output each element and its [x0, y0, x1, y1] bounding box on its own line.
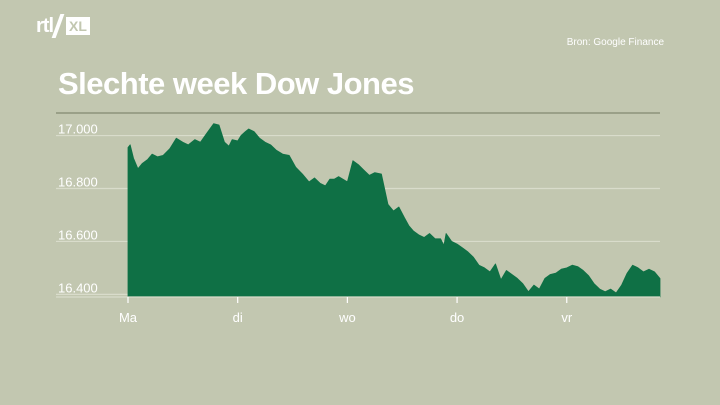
- dow-jones-area: [127, 123, 661, 298]
- x-tick-label: wo: [338, 310, 356, 325]
- chart-title: Slechte week Dow Jones: [58, 66, 414, 101]
- y-tick-label: 16.400: [58, 280, 98, 295]
- x-tick-label: di: [233, 310, 243, 325]
- source-label: Bron: Google Finance: [566, 37, 664, 48]
- x-tick-label: Ma: [119, 310, 138, 325]
- x-tick-label: vr: [561, 310, 573, 325]
- rtlz-logo: rtl XL XL: [36, 14, 90, 38]
- y-tick-label: 16.800: [58, 175, 98, 190]
- x-tick-label: do: [450, 310, 464, 325]
- logo-box: XL: [66, 17, 90, 35]
- y-tick-label: 16.600: [58, 227, 98, 242]
- y-tick-label: 17.000: [58, 122, 98, 137]
- title-divider: [56, 112, 660, 114]
- logo-brand: rtl: [36, 14, 54, 37]
